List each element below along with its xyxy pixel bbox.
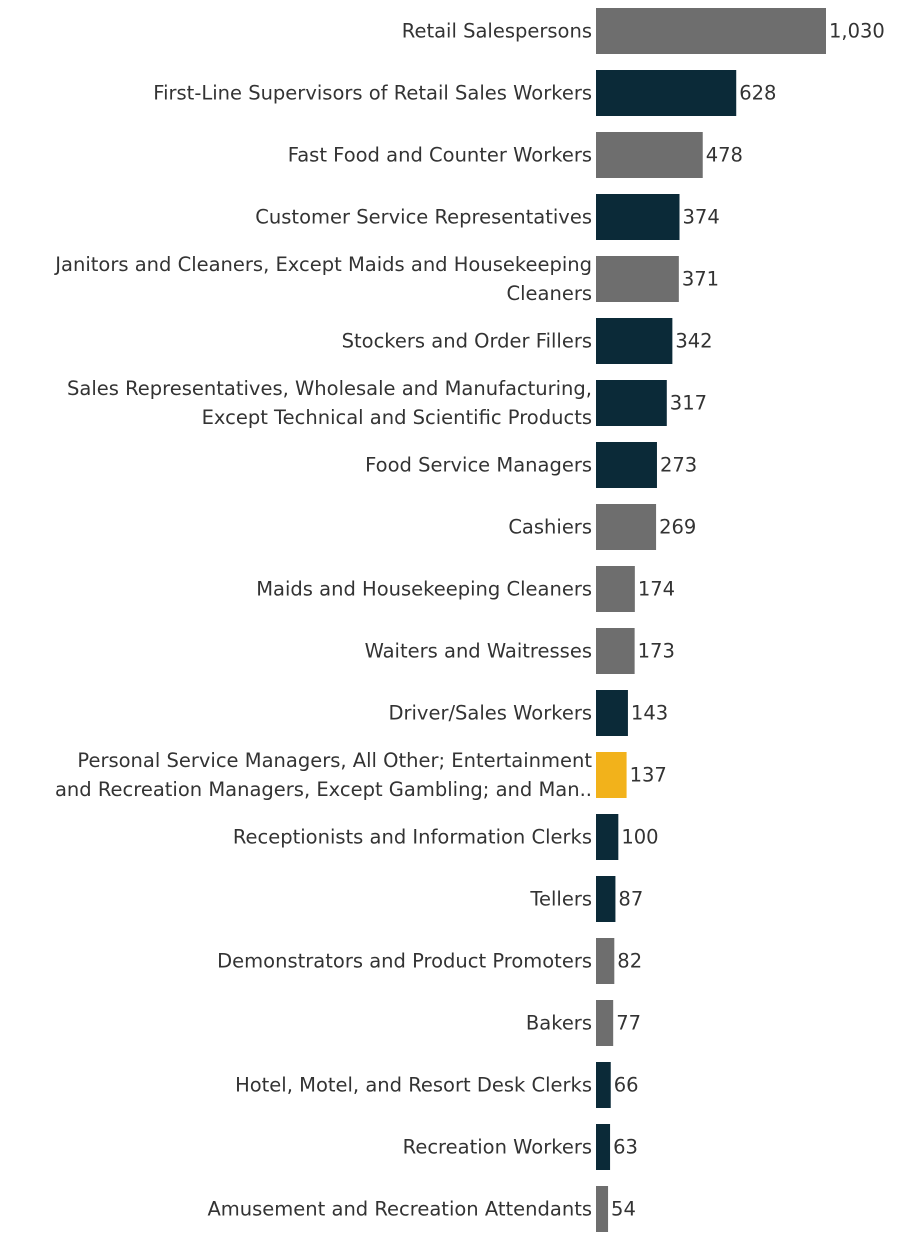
bar-value-label: 82 [617,950,642,973]
bar-value-label: 173 [638,640,675,663]
category-label: and Recreation Managers, Except Gambling… [55,778,592,801]
bar-value-label: 54 [611,1198,636,1221]
bar-value-label: 1,030 [829,20,885,43]
category-label: Cleaners [506,282,592,305]
category-label: Demonstrators and Product Promoters [217,950,592,973]
category-label: Receptionists and Information Clerks [233,826,592,849]
bar [596,256,679,302]
category-label: Waiters and Waitresses [365,640,592,663]
bar-value-label: 478 [706,144,743,167]
bar [596,1000,614,1046]
bar-value-label: 317 [670,392,707,415]
bar [596,814,619,860]
bar [596,690,628,736]
category-label: Driver/Sales Workers [388,702,592,725]
bar-value-label: 77 [616,1012,641,1035]
bar-value-label: 137 [630,764,667,787]
bar [596,504,657,550]
bar [596,442,657,488]
bar-value-label: 342 [675,330,712,353]
category-label: Personal Service Managers, All Other; En… [77,749,592,772]
bar-value-label: 100 [621,826,658,849]
category-label: Recreation Workers [403,1136,592,1159]
bars-group [596,8,826,1232]
bar-value-label: 87 [618,888,643,911]
category-label: Hotel, Motel, and Resort Desk Clerks [235,1074,592,1097]
category-label: First-Line Supervisors of Retail Sales W… [153,82,592,105]
category-label: Except Technical and Scientific Products [202,406,592,429]
bar [596,132,703,178]
bar-value-label: 63 [613,1136,638,1159]
bar-value-label: 371 [682,268,719,291]
bar [596,318,673,364]
category-label: Customer Service Representatives [255,206,592,229]
bar-value-label: 269 [659,516,696,539]
bar [596,70,737,116]
bar [596,566,635,612]
category-label: Sales Representatives, Wholesale and Man… [67,377,592,400]
bar-value-label: 628 [739,82,776,105]
bar-value-label: 374 [683,206,720,229]
bar-value-label: 143 [631,702,668,725]
category-label: Fast Food and Counter Workers [288,144,592,167]
category-label: Stockers and Order Fillers [342,330,592,353]
category-label: Food Service Managers [365,454,592,477]
bar-value-label: 273 [660,454,697,477]
value-labels-group: 1,030 628 478 374 371 342 317 273 269 174 173 143 13… [611,20,885,1221]
bar [596,380,667,426]
bar-value-label: 66 [614,1074,639,1097]
category-labels-group: Retail Salespersons First-Line Supervisor… [53,20,592,1221]
category-label: Janitors and Cleaners, Except Maids and … [53,253,592,276]
bar [596,1186,609,1232]
bar [596,752,627,798]
bar [596,1124,611,1170]
bar [596,628,635,674]
bar [596,8,826,54]
bar [596,1062,611,1108]
bar-value-label: 174 [638,578,675,601]
category-label: Maids and Housekeeping Cleaners [256,578,592,601]
category-label: Amusement and Recreation Attendants [207,1198,592,1221]
category-label: Retail Salespersons [402,20,592,43]
category-label: Tellers [529,888,592,911]
bar [596,938,615,984]
bar [596,876,616,922]
bar [596,194,680,240]
category-label: Bakers [526,1012,592,1035]
category-label: Cashiers [508,516,592,539]
